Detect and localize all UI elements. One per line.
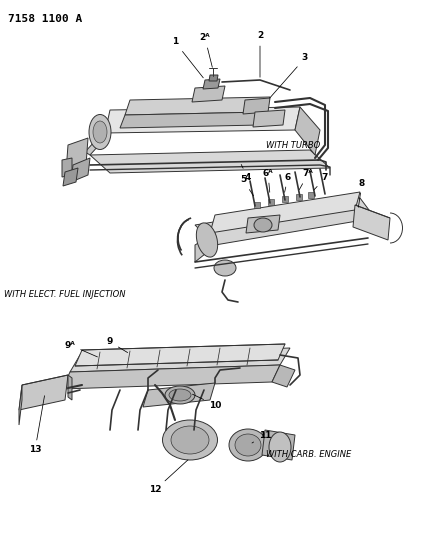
Polygon shape [70, 348, 290, 372]
Text: 3: 3 [270, 53, 308, 98]
Polygon shape [71, 158, 90, 182]
Text: 1: 1 [172, 37, 203, 78]
Ellipse shape [229, 429, 267, 461]
Text: 7: 7 [314, 174, 328, 190]
Text: 12: 12 [149, 460, 188, 495]
Polygon shape [243, 98, 270, 114]
Ellipse shape [214, 260, 236, 276]
Polygon shape [85, 130, 110, 155]
Polygon shape [195, 198, 375, 245]
Text: 9: 9 [107, 337, 127, 352]
Text: WITH TURBO: WITH TURBO [266, 141, 320, 150]
Text: 2ᴬ: 2ᴬ [199, 34, 212, 67]
Polygon shape [19, 375, 68, 410]
Polygon shape [272, 365, 295, 387]
Polygon shape [209, 75, 218, 81]
Polygon shape [246, 215, 280, 233]
Text: 13: 13 [29, 395, 45, 455]
Ellipse shape [235, 434, 261, 456]
Polygon shape [203, 79, 220, 89]
Ellipse shape [169, 389, 191, 401]
Ellipse shape [93, 121, 107, 143]
Polygon shape [295, 107, 320, 155]
Text: 11: 11 [252, 431, 271, 443]
Text: 10: 10 [193, 394, 221, 409]
Polygon shape [120, 112, 265, 128]
Polygon shape [143, 383, 215, 407]
Polygon shape [75, 344, 285, 366]
Polygon shape [68, 375, 72, 400]
Text: 7ᴬ: 7ᴬ [299, 169, 313, 190]
Polygon shape [90, 150, 330, 173]
Text: 9ᴬ: 9ᴬ [65, 341, 97, 357]
Polygon shape [22, 375, 68, 385]
Ellipse shape [269, 432, 291, 462]
Polygon shape [195, 233, 215, 262]
Polygon shape [105, 107, 300, 133]
Text: 5: 5 [240, 175, 254, 196]
Text: WITH CARB. ENGINE: WITH CARB. ENGINE [266, 450, 351, 459]
Polygon shape [125, 97, 270, 115]
Polygon shape [262, 430, 295, 460]
Ellipse shape [163, 420, 218, 460]
Polygon shape [62, 365, 280, 389]
Polygon shape [210, 192, 360, 233]
Polygon shape [62, 158, 72, 177]
Polygon shape [282, 196, 288, 202]
Text: 7158 1100 A: 7158 1100 A [8, 14, 82, 24]
Ellipse shape [89, 115, 111, 149]
Polygon shape [66, 138, 88, 172]
Polygon shape [253, 110, 285, 127]
Polygon shape [353, 205, 390, 240]
Text: WITH ELECT. FUEL INJECTION: WITH ELECT. FUEL INJECTION [4, 290, 126, 300]
Text: 2: 2 [257, 31, 263, 77]
Ellipse shape [171, 426, 209, 454]
Polygon shape [355, 205, 390, 218]
Polygon shape [296, 194, 302, 200]
Text: 6ᴬ: 6ᴬ [263, 168, 273, 192]
Polygon shape [308, 192, 314, 198]
Ellipse shape [165, 386, 195, 404]
Polygon shape [19, 385, 22, 425]
Ellipse shape [196, 223, 218, 257]
Text: 4: 4 [241, 165, 251, 182]
Polygon shape [192, 86, 225, 102]
Polygon shape [254, 202, 260, 208]
Text: 6: 6 [284, 173, 291, 192]
Text: 8: 8 [358, 179, 365, 207]
Ellipse shape [254, 218, 272, 232]
Polygon shape [63, 168, 78, 186]
Polygon shape [268, 199, 274, 205]
